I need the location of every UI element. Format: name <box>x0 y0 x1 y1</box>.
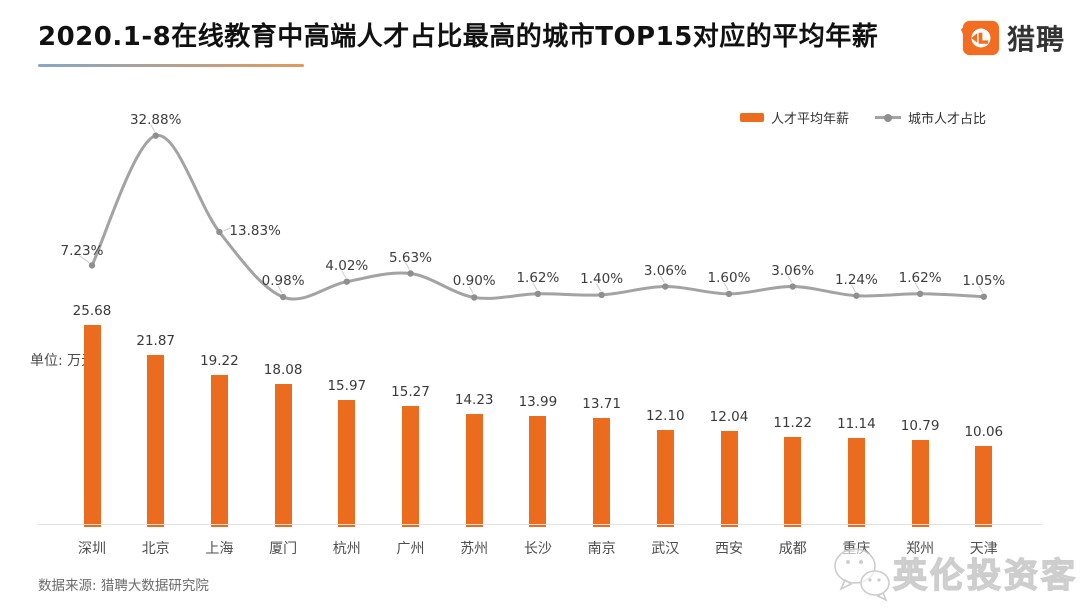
x-axis-label: 苏州 <box>460 541 489 557</box>
salary-bar <box>911 440 929 527</box>
bar-value-label: 11.22 <box>773 415 813 432</box>
bar-value-label: 14.23 <box>454 391 494 408</box>
line-swatch-icon <box>875 113 902 122</box>
line-point <box>534 290 542 298</box>
line-value-label: 1.60% <box>707 269 751 286</box>
line-point <box>88 262 96 269</box>
legend-item-salary: 人才平均年薪 <box>740 108 849 127</box>
salary-bar <box>975 446 993 527</box>
brand-name: 猎聘 <box>1007 23 1066 56</box>
line-point <box>216 228 223 236</box>
bar-value-label: 18.08 <box>263 361 303 378</box>
line-value-label: 4.02% <box>325 257 369 274</box>
line-value-label: 1.05% <box>962 272 1006 289</box>
x-axis-label: 西安 <box>715 541 743 557</box>
line-value-label: 1.62% <box>516 269 560 286</box>
salary-bar <box>847 437 865 527</box>
x-axis-label: 广州 <box>396 541 425 557</box>
salary-bar <box>83 325 101 527</box>
wechat-icon <box>834 548 890 602</box>
line-value-label: 1.24% <box>834 271 878 288</box>
line-value-label: 0.90% <box>452 273 496 290</box>
legend-line-label: 城市人才占比 <box>908 112 987 127</box>
watermark: 英伦投资客 <box>831 538 1078 606</box>
line-value-label: 32.88% <box>129 111 182 128</box>
line-point <box>407 270 414 277</box>
x-axis-line <box>38 524 1042 525</box>
salary-bar <box>720 430 738 527</box>
bar-swatch-icon <box>740 113 764 122</box>
bar-value-label: 12.04 <box>709 408 749 425</box>
bar-value-label: 21.87 <box>136 332 176 349</box>
liepin-logo-icon <box>961 20 999 56</box>
legend-bar-label: 人才平均年薪 <box>771 112 850 127</box>
salary-bar <box>274 383 292 527</box>
salary-bar <box>338 400 356 527</box>
line-value-label: 3.06% <box>771 262 815 279</box>
salary-bar <box>656 430 674 527</box>
bar-value-label: 13.71 <box>582 395 621 412</box>
x-axis-label: 深圳 <box>78 541 106 557</box>
line-value-label: 0.98% <box>261 273 305 290</box>
x-axis-label: 厦门 <box>269 541 298 557</box>
line-point <box>343 278 350 285</box>
legend-item-ratio: 城市人才占比 <box>875 108 986 127</box>
salary-bar <box>210 375 228 527</box>
bar-value-label: 15.97 <box>327 378 367 395</box>
salary-bar <box>784 437 802 527</box>
bar-value-label: 10.79 <box>900 418 940 435</box>
line-value-label: 5.63% <box>389 249 432 266</box>
x-axis-label: 上海 <box>205 541 234 557</box>
x-axis-label: 武汉 <box>651 541 680 557</box>
source-note: 数据来源: 猎聘大数据研究院 <box>38 578 209 594</box>
line-point <box>152 132 159 139</box>
page-title: 2020.1-8在线教育中高端人才占比最高的城市TOP15对应的平均年薪 <box>38 22 879 52</box>
line-value-label: 3.06% <box>643 262 687 279</box>
line-value-label: 13.83% <box>229 223 281 240</box>
bar-value-label: 15.27 <box>391 383 430 400</box>
line-point <box>916 290 924 298</box>
line-point <box>789 283 796 290</box>
watermark-text: 英伦投资客 <box>892 555 1078 596</box>
salary-bar <box>465 413 483 527</box>
bar-value-label: 10.06 <box>964 424 1004 441</box>
bar-value-label: 13.99 <box>518 393 558 410</box>
salary-bar <box>593 417 611 527</box>
x-axis-label: 成都 <box>778 541 807 557</box>
line-value-label: 1.40% <box>580 270 624 287</box>
salary-bar <box>529 415 547 527</box>
x-axis-label: 南京 <box>587 541 616 557</box>
line-point <box>279 293 287 301</box>
bar-value-label: 25.68 <box>72 303 112 319</box>
x-axis-label: 北京 <box>141 541 170 557</box>
salary-bar <box>402 405 419 527</box>
salary-bar <box>147 354 165 527</box>
brand-logo: 猎聘 <box>961 18 1065 58</box>
unit-label: 单位: 万元 <box>30 353 96 369</box>
x-axis-label: 郑州 <box>906 541 935 557</box>
line-value-label: 7.23% <box>60 243 104 260</box>
bar-value-label: 12.10 <box>645 408 685 425</box>
line-point <box>980 293 987 300</box>
line-point <box>471 294 478 301</box>
bar-value-label: 19.22 <box>200 353 239 370</box>
line-value-label: 1.62% <box>898 269 942 286</box>
x-axis-label: 天津 <box>969 541 998 557</box>
line-point <box>725 290 733 298</box>
legend: 人才平均年薪 城市人才占比 <box>740 108 986 127</box>
line-point <box>853 292 860 299</box>
bar-value-label: 11.14 <box>837 415 876 432</box>
x-axis-label: 杭州 <box>332 541 361 557</box>
title-underline <box>38 64 304 67</box>
x-axis-label: 长沙 <box>523 541 552 557</box>
line-point <box>598 291 605 299</box>
line-point <box>662 283 669 290</box>
